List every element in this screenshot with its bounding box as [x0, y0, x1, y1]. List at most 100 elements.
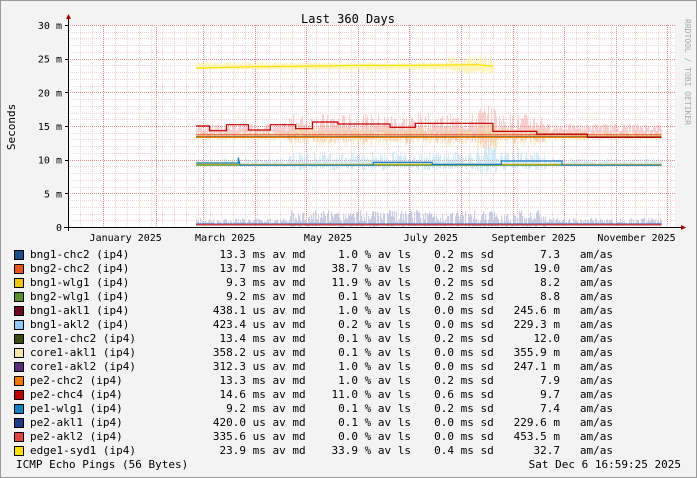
- legend-loss-unit: % av ls: [358, 248, 411, 261]
- legend-ratio-unit: am/as: [560, 346, 613, 359]
- latency-chart: 0 5 m 10 m 15 m 20 m 25 m 30 m January 2025 Mar…: [5, 12, 692, 244]
- legend-target-name: pe1-wlg1 (ip4): [30, 402, 123, 415]
- legend-target-name: core1-chc2 (ip4): [30, 332, 136, 345]
- legend-sd-unit: ms sd: [454, 346, 494, 359]
- legend-swatch: [14, 264, 24, 274]
- legend-sd-value: 0.0: [434, 360, 454, 373]
- legend-loss-unit: % av ls: [358, 346, 411, 359]
- legend-row: core1-chc2 (ip4) 13.4 ms av md 0.1 % av ls…: [14, 332, 613, 346]
- legend-avg-unit: us av md: [246, 346, 306, 359]
- legend-loss-value: 0.1: [338, 346, 358, 359]
- legend-sd-unit: ms sd: [454, 318, 494, 331]
- legend-row: pe2-chc4 (ip4) 14.6 ms av md 11.0 % av ls 0…: [14, 388, 613, 402]
- y-axis-arrow: [66, 14, 71, 19]
- legend-loss-value: 1.0: [338, 374, 358, 387]
- legend-sd-value: 0.2: [434, 248, 454, 261]
- x-tick-labels: January 2025 March 2025 May 2025 July 2025 S…: [90, 233, 676, 244]
- legend-target-name: bng1-wlg1 (ip4): [30, 276, 130, 289]
- rrdtool-watermark: RRDTOOL / TOBI OETIKER: [683, 19, 692, 125]
- legend-swatch: [14, 418, 24, 428]
- footer-probe-label: ICMP Echo Pings (56 Bytes): [16, 458, 189, 471]
- legend-sd-value: 0.2: [434, 402, 454, 415]
- legend-target-name: pe2-chc2 (ip4): [30, 374, 123, 387]
- legend-loss-value: 1.0: [338, 304, 358, 317]
- legend-avg-value: 13.3: [219, 248, 247, 261]
- x-axis-arrow: [681, 225, 686, 230]
- legend-loss-value: 1.0: [338, 248, 358, 261]
- legend: bng1-chc2 (ip4) 13.3 ms av md 1.0 % av ls 0…: [14, 248, 613, 458]
- legend-row: pe1-wlg1 (ip4) 9.2 ms av md 0.1 % av ls 0.2…: [14, 402, 613, 416]
- legend-avg-value: 420.0: [212, 416, 246, 429]
- legend-sd-unit: ms sd: [454, 276, 494, 289]
- legend-avg-unit: us av md: [246, 430, 306, 443]
- legend-avg-value: 423.4: [212, 318, 246, 331]
- series-line-pe1-wlg1: [196, 157, 662, 166]
- legend-swatch: [14, 334, 24, 344]
- legend-row: pe2-chc2 (ip4) 13.3 ms av md 1.0 % av ls 0.…: [14, 374, 613, 388]
- legend-ratio-value: 12.0: [533, 332, 561, 345]
- legend-target-name: core1-akl1 (ip4): [30, 346, 136, 359]
- y-tick-label: 0: [56, 223, 62, 234]
- legend-ratio-value: 355.9 m: [513, 346, 560, 359]
- legend-avg-unit: ms av md: [246, 276, 306, 289]
- legend-ratio-value: 229.6 m: [513, 416, 560, 429]
- legend-avg-value: 23.9: [219, 444, 247, 457]
- legend-ratio-unit: am/as: [560, 388, 613, 401]
- legend-ratio-value: 9.7: [540, 388, 560, 401]
- legend-loss-value: 0.1: [338, 402, 358, 415]
- legend-sd-value: 0.0: [434, 346, 454, 359]
- legend-sd-value: 0.2: [434, 332, 454, 345]
- legend-avg-value: 9.2: [226, 290, 246, 303]
- legend-sd-value: 0.4: [434, 444, 454, 457]
- legend-row: bng1-chc2 (ip4) 13.3 ms av md 1.0 % av ls 0…: [14, 248, 613, 262]
- legend-target-name: bng1-akl1 (ip4): [30, 304, 130, 317]
- legend-loss-value: 11.9: [331, 276, 359, 289]
- legend-swatch: [14, 390, 24, 400]
- legend-ratio-unit: am/as: [560, 304, 613, 317]
- y-tick-label: 5 m: [44, 189, 62, 200]
- legend-sd-value: 0.0: [434, 318, 454, 331]
- y-tick-label: 10 m: [38, 156, 62, 167]
- legend-avg-unit: ms av md: [246, 332, 306, 345]
- legend-avg-unit: ms av md: [246, 402, 306, 415]
- legend-row: bng1-akl1 (ip4) 438.1 us av md 1.0 % av ls…: [14, 304, 613, 318]
- axes: [64, 14, 686, 231]
- series-line-pe2-chc4: [196, 121, 662, 138]
- legend-row: core1-akl1 (ip4) 358.2 us av md 0.1 % av l…: [14, 346, 613, 360]
- legend-loss-unit: % av ls: [358, 444, 411, 457]
- legend-ratio-unit: am/as: [560, 318, 613, 331]
- x-tick-label: May 2025: [304, 233, 352, 244]
- legend-ratio-unit: am/as: [560, 276, 613, 289]
- legend-avg-unit: ms av md: [246, 290, 306, 303]
- y-tick-label: 25 m: [38, 55, 62, 66]
- legend-ratio-unit: am/as: [560, 248, 613, 261]
- legend-target-name: pe2-chc4 (ip4): [30, 388, 123, 401]
- legend-swatch: [14, 376, 24, 386]
- legend-sd-value: 0.6: [434, 388, 454, 401]
- legend-target-name: bng1-akl2 (ip4): [30, 318, 130, 331]
- legend-loss-unit: % av ls: [358, 416, 411, 429]
- legend-sd-value: 0.0: [434, 304, 454, 317]
- legend-sd-unit: ms sd: [454, 402, 494, 415]
- legend-sd-value: 0.2: [434, 276, 454, 289]
- legend-avg-unit: us av md: [246, 318, 306, 331]
- legend-avg-value: 438.1: [212, 304, 246, 317]
- legend-avg-unit: us av md: [246, 416, 306, 429]
- legend-ratio-unit: am/as: [560, 360, 613, 373]
- legend-sd-unit: ms sd: [454, 430, 494, 443]
- legend-target-name: bng1-chc2 (ip4): [30, 248, 130, 261]
- legend-swatch: [14, 404, 24, 414]
- legend-sd-unit: ms sd: [454, 262, 494, 275]
- legend-target-name: bng2-wlg1 (ip4): [30, 290, 130, 303]
- legend-avg-unit: us av md: [246, 360, 306, 373]
- legend-avg-unit: ms av md: [246, 444, 306, 457]
- legend-loss-value: 1.0: [338, 360, 358, 373]
- legend-target-name: pe2-akl1 (ip4): [30, 416, 123, 429]
- series-lines: [196, 64, 662, 226]
- legend-loss-value: 11.0: [331, 388, 359, 401]
- legend-loss-unit: % av ls: [358, 430, 411, 443]
- x-tick-label: January 2025: [90, 233, 162, 244]
- legend-ratio-value: 453.5 m: [513, 430, 560, 443]
- legend-avg-value: 335.6: [212, 430, 246, 443]
- legend-avg-unit: ms av md: [246, 248, 306, 261]
